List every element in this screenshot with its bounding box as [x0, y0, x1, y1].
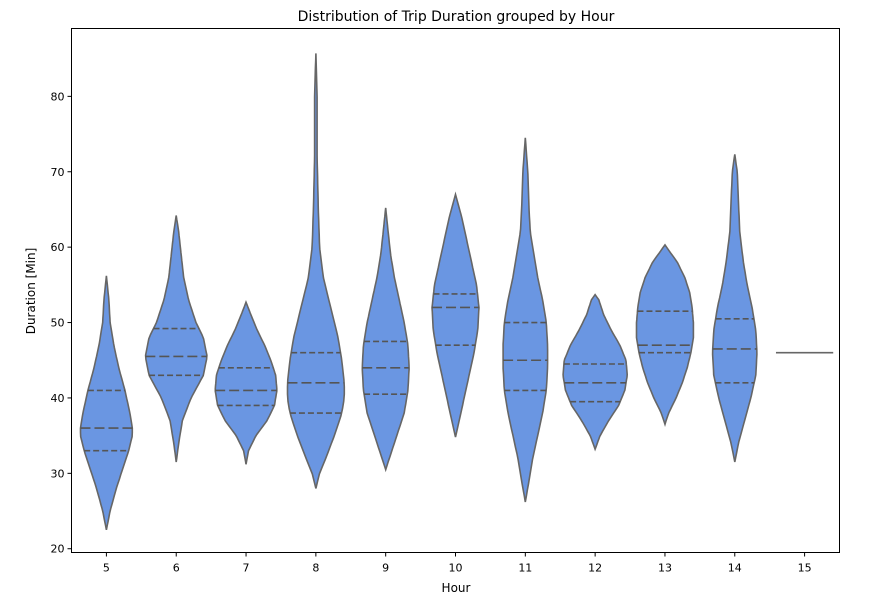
violin-hour-8: [286, 53, 346, 489]
violin-body: [286, 53, 346, 489]
violin-hour-10: [431, 191, 480, 438]
violin-hour-11: [502, 137, 549, 503]
violin-hour-7: [214, 299, 278, 465]
plot-area: [79, 53, 834, 531]
violin-hour-14: [711, 154, 758, 463]
y-tick-label: 80: [51, 90, 65, 103]
x-tick-label: 13: [658, 562, 672, 575]
violin-hour-13: [635, 243, 695, 427]
violin-body: [431, 191, 480, 438]
x-tick-label: 11: [518, 562, 532, 575]
violin-body: [214, 299, 278, 465]
violin-body: [562, 293, 629, 452]
y-axis: 20 30 40 50 60 70 80: [51, 90, 72, 556]
violin-hour-6: [144, 215, 208, 463]
x-tick-label: 10: [449, 562, 463, 575]
x-tick-label: 15: [798, 562, 812, 575]
y-tick-label: 60: [51, 241, 65, 254]
violin-body: [79, 275, 134, 531]
violin-hour-5: [79, 275, 134, 531]
y-axis-label: Duration [Min]: [24, 248, 38, 335]
violin-body: [711, 154, 758, 463]
y-tick-label: 20: [51, 543, 65, 556]
violin-body: [502, 137, 549, 503]
x-axis: 5 6 7 8 9 10 11 12 13 14 15: [103, 552, 812, 575]
y-tick-label: 30: [51, 467, 65, 480]
violin-body: [361, 207, 410, 473]
x-tick-label: 6: [173, 562, 180, 575]
x-axis-label: Hour: [442, 581, 471, 595]
x-tick-label: 14: [728, 562, 742, 575]
x-tick-label: 5: [103, 562, 110, 575]
chart-title: Distribution of Trip Duration grouped by…: [298, 9, 615, 25]
x-tick-label: 7: [243, 562, 250, 575]
y-tick-label: 50: [51, 317, 65, 330]
violin-hour-12: [562, 293, 629, 452]
y-tick-label: 40: [51, 392, 65, 405]
x-tick-label: 12: [588, 562, 602, 575]
violin-body: [635, 243, 695, 427]
x-tick-label: 9: [382, 562, 389, 575]
x-tick-label: 8: [312, 562, 319, 575]
y-tick-label: 70: [51, 166, 65, 179]
violin-hour-9: [361, 207, 410, 473]
violin-body: [144, 215, 208, 463]
